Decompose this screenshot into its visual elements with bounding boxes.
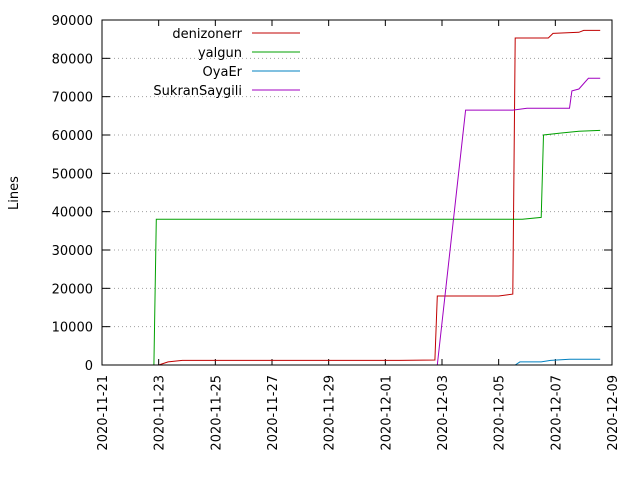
y-tick-label: 40000 — [52, 206, 93, 221]
legend: denizonerr yalgun OyaEr SukranSaygili — [153, 27, 300, 99]
y-tick-label: 90000 — [52, 14, 93, 29]
legend-label: SukranSaygili — [153, 84, 242, 99]
x-tick-label: 2020-12-01 — [379, 375, 394, 451]
x-tick-label: 2020-11-21 — [96, 375, 111, 451]
y-axis-label: Lines — [7, 176, 22, 210]
legend-label: yalgun — [198, 46, 242, 61]
x-tick-label: 2020-12-09 — [606, 375, 621, 451]
grid — [102, 57, 612, 328]
series-line-yalgun — [153, 129, 601, 366]
y-tick-label: 80000 — [52, 52, 93, 67]
legend-label: denizonerr — [172, 27, 242, 42]
series-lines — [153, 29, 601, 366]
series-line-denizonerr — [158, 29, 601, 366]
y-tick-label: 50000 — [52, 167, 93, 182]
y-tick-label: 0 — [85, 359, 93, 374]
legend-label: OyaEr — [203, 65, 243, 80]
y-tick-label: 20000 — [52, 282, 93, 297]
y-tick-label: 70000 — [52, 91, 93, 106]
series-line-OyaEr — [514, 358, 601, 366]
y-tick-label: 10000 — [52, 321, 93, 336]
x-tick-label: 2020-11-29 — [323, 375, 338, 451]
x-tick-label: 2020-12-03 — [436, 375, 451, 451]
y-tick-label: 30000 — [52, 244, 93, 259]
ticks: 0 10000 20000 30000 40000 50000 60000 70000 8000… — [52, 14, 621, 451]
series-line-SukranSaygili — [436, 77, 601, 366]
x-tick-label: 2020-11-23 — [153, 375, 168, 451]
x-tick-label: 2020-11-25 — [209, 375, 224, 451]
x-tick-label: 2020-12-05 — [493, 375, 508, 451]
plot-frame — [101, 19, 613, 366]
x-tick-label: 2020-11-27 — [266, 375, 281, 451]
x-tick-label: 2020-12-07 — [549, 375, 564, 451]
y-tick-label: 60000 — [52, 129, 93, 144]
